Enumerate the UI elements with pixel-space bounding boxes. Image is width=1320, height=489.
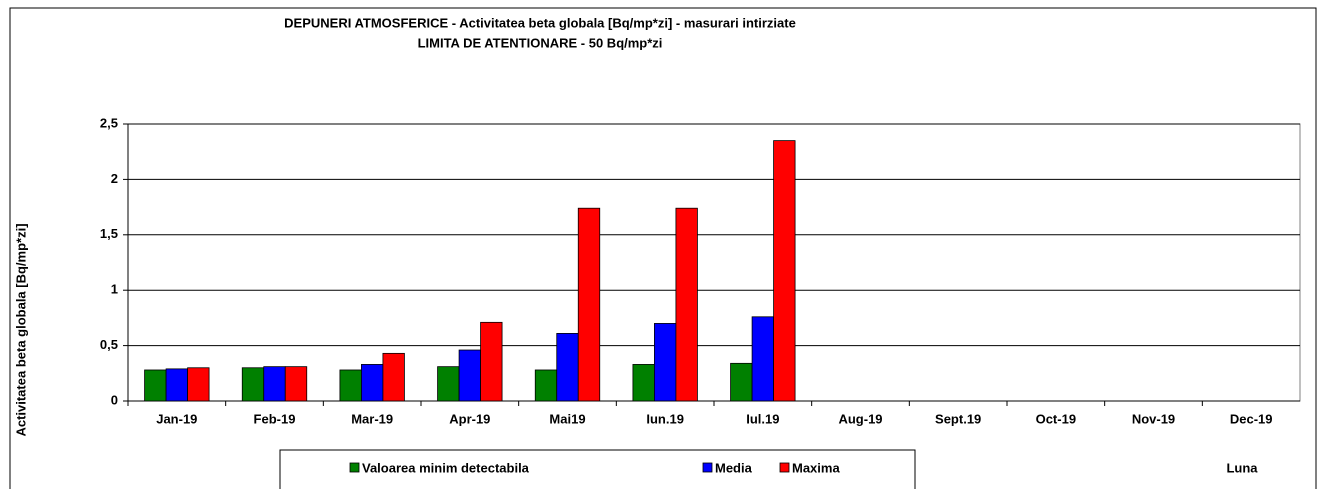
bar [675, 207, 698, 402]
y-tick-label: 1 [111, 282, 118, 297]
legend-swatch [779, 462, 790, 473]
bar [632, 364, 655, 402]
bar [654, 323, 677, 402]
x-tick-label: Mar-19 [351, 411, 393, 426]
legend-swatch [702, 462, 713, 473]
bar [577, 207, 601, 402]
bar [263, 366, 286, 402]
bar [773, 140, 796, 402]
bar [187, 367, 210, 402]
legend-label: Valoarea minim detectabila [362, 460, 530, 475]
x-tick-label: Mai19 [549, 411, 585, 426]
legend-box [279, 449, 916, 489]
chart-title: DEPUNERI ATMOSFERICE - Activitatea beta … [284, 15, 796, 30]
x-tick-label: Iul.19 [746, 411, 779, 426]
bar [480, 321, 503, 402]
legend-label: Media [715, 460, 753, 475]
y-tick-label: 0 [111, 392, 118, 407]
bar [458, 349, 481, 402]
x-axis-label: Luna [1226, 460, 1258, 475]
x-tick-label: Feb-19 [254, 411, 296, 426]
bar [382, 352, 405, 402]
x-tick-label: Sept.19 [935, 411, 981, 426]
bar [556, 333, 579, 402]
bar [165, 368, 188, 402]
x-tick-label: Oct-19 [1036, 411, 1076, 426]
x-tick-label: Dec-19 [1230, 411, 1273, 426]
x-tick-label: Jan-19 [156, 411, 197, 426]
x-tick-label: Apr-19 [449, 411, 490, 426]
y-tick-label: 1,5 [100, 226, 118, 241]
bar [361, 364, 384, 402]
bar [534, 369, 558, 402]
y-tick-label: 2,5 [100, 115, 118, 130]
bar [144, 369, 167, 402]
chart-subtitle: LIMITA DE ATENTIONARE - 50 Bq/mp*zi [418, 35, 663, 50]
bar [730, 362, 753, 402]
y-tick-label: 2 [111, 171, 118, 186]
bar [241, 367, 265, 402]
x-tick-label: Nov-19 [1132, 411, 1175, 426]
bar [284, 366, 308, 402]
x-tick-label: Aug-19 [838, 411, 882, 426]
legend-swatch [349, 462, 360, 473]
bar [437, 366, 460, 402]
legend-label: Maxima [792, 460, 840, 475]
plot-area [127, 123, 1301, 402]
bar [751, 316, 774, 402]
y-axis-label: Activitatea beta globala [Bq/mp*zi] [13, 223, 28, 436]
bar [339, 369, 362, 402]
y-tick-label: 0,5 [100, 337, 118, 352]
x-tick-label: Iun.19 [646, 411, 684, 426]
